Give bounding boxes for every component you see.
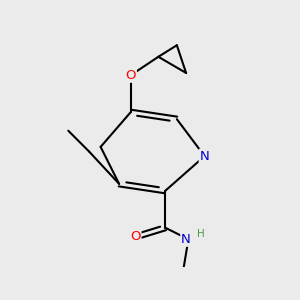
Text: H: H — [197, 229, 205, 238]
Text: O: O — [130, 230, 140, 244]
Text: N: N — [200, 150, 209, 163]
Text: N: N — [181, 233, 191, 246]
Text: O: O — [125, 69, 136, 82]
